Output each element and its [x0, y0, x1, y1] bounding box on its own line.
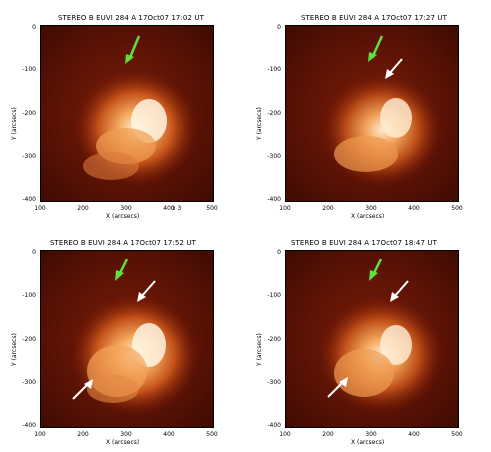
- y-tick: -100: [267, 292, 281, 299]
- x-axis-label: X (arcsecs): [106, 213, 140, 220]
- y-tick: 0: [277, 249, 281, 256]
- panel-4: STEREO B EUVI 284 A 17Oct07 18:47 UT: [245, 226, 491, 452]
- y-tick: -400: [267, 422, 281, 429]
- y-tick: 0: [32, 249, 36, 256]
- green-arrow: [369, 258, 383, 281]
- y-tick: -400: [267, 196, 281, 203]
- x-tick: 100: [279, 205, 291, 212]
- white-arrow: [385, 58, 403, 79]
- x-tick: 200: [322, 431, 334, 438]
- panel-2: STEREO B EUVI 284 A 17Oct07 17:27 UT: [245, 0, 491, 226]
- y-tick: -400: [22, 196, 36, 203]
- x-tick: 200: [322, 205, 334, 212]
- y-tick: 0: [277, 24, 281, 31]
- arrow-overlay: [327, 258, 409, 398]
- x-axis-label: X (arcsecs): [351, 213, 385, 220]
- x-tick: 500: [451, 205, 463, 212]
- x-tick: 200: [77, 205, 89, 212]
- x-tick: 500: [451, 431, 463, 438]
- x-tick: 300: [365, 431, 377, 438]
- green-arrow: [368, 35, 384, 62]
- y-tick: 0: [32, 24, 36, 31]
- y-axis-label: Y (arcsecs): [11, 107, 18, 140]
- x-axis-label: X (arcsecs): [351, 439, 385, 446]
- y-tick: -400: [22, 422, 36, 429]
- x-tick: 100: [34, 205, 46, 212]
- y-tick: -200: [267, 336, 281, 343]
- x-axis-label: X (arcsecs): [106, 439, 140, 446]
- x-tick: 500: [206, 205, 218, 212]
- white-arrow: [390, 280, 409, 302]
- y-tick: -300: [267, 153, 281, 160]
- y-tick: -100: [267, 66, 281, 73]
- y-tick: -200: [22, 336, 36, 343]
- panel-3-title: STEREO B EUVI 284 A 17Oct07 17:52 UT: [50, 239, 196, 247]
- y-tick: -300: [22, 379, 36, 386]
- y-axis-label: Y (arcsecs): [11, 333, 18, 366]
- panel-3-image: [40, 250, 214, 428]
- x-tick: 400: [163, 205, 175, 212]
- x-tick: 400: [163, 431, 175, 438]
- white-arrow-lower: [72, 379, 93, 400]
- panel-1: STEREO B EUVI 284 A 17Oct07 17:02 UT: [0, 0, 245, 226]
- x-tick: 400: [408, 431, 420, 438]
- arrow-overlay: [125, 35, 141, 64]
- y-tick: -300: [22, 153, 36, 160]
- x-tick: 400: [408, 205, 420, 212]
- x-tick: 200: [77, 431, 89, 438]
- active-region-image: [74, 70, 198, 186]
- x-tick: 300: [120, 431, 132, 438]
- panel-3: STEREO B EUVI 284 A 17Oct07 17:52 UT: [0, 226, 245, 452]
- panel-1-image: [40, 25, 214, 202]
- white-arrow-lower: [327, 377, 348, 398]
- panel-4-image: [285, 250, 459, 428]
- white-arrow: [137, 280, 156, 302]
- x-tick: 100: [34, 431, 46, 438]
- arrow-overlay: [72, 258, 156, 400]
- active-region-image: [319, 297, 443, 413]
- y-axis-label: Y (arcsecs): [256, 333, 263, 366]
- panel-2-title: STEREO B EUVI 284 A 17Oct07 17:27 UT: [301, 14, 447, 22]
- y-tick: -100: [22, 66, 36, 73]
- green-arrow: [115, 258, 129, 281]
- active-region-image: [71, 295, 199, 415]
- panel-2-image: [285, 25, 459, 202]
- active-region-image: [322, 74, 442, 186]
- y-tick: -200: [267, 110, 281, 117]
- x-tick: 500: [206, 431, 218, 438]
- x-tick: 300: [365, 205, 377, 212]
- x-tick: 300: [120, 205, 132, 212]
- y-tick: -200: [22, 110, 36, 117]
- x-tick: 100: [279, 431, 291, 438]
- arrow-overlay: [368, 35, 403, 79]
- y-tick: -100: [22, 292, 36, 299]
- y-axis-label: Y (arcsecs): [256, 107, 263, 140]
- green-arrow: [125, 35, 141, 64]
- panel-4-title: STEREO B EUVI 284 A 17Oct07 18:47 UT: [291, 239, 437, 247]
- overlay-text: x 3: [172, 205, 182, 212]
- y-tick: -300: [267, 379, 281, 386]
- panel-1-title: STEREO B EUVI 284 A 17Oct07 17:02 UT: [58, 14, 204, 22]
